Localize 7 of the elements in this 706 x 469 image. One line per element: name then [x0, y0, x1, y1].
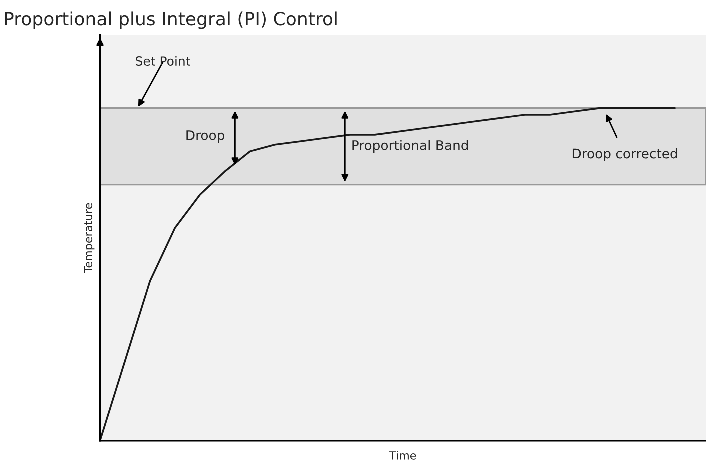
annotation: Droop corrected — [572, 148, 678, 162]
y-axis-title: Temperature — [84, 203, 95, 274]
ref-line-label: Set Point — [136, 56, 190, 66]
band-label: Proportional Band — [352, 140, 468, 153]
x-axis-title: Time — [390, 451, 416, 460]
chart-title: Proportional plus Integral (PI) Control — [5, 12, 337, 30]
annotation: Droop — [186, 130, 224, 143]
